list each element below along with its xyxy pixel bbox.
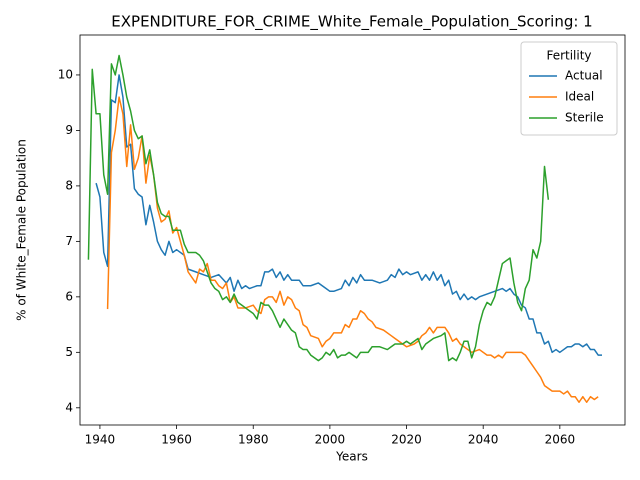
- data-line: [95, 74, 602, 356]
- chart-title: EXPENDITURE_FOR_CRIME_White_Female_Popul…: [111, 13, 592, 32]
- x-tick-label: 2060: [545, 433, 576, 447]
- y-tick-label: 6: [65, 289, 73, 303]
- y-tick-label: 4: [65, 400, 73, 414]
- legend-label: Actual: [565, 69, 603, 83]
- x-tick-label: 2040: [468, 433, 499, 447]
- legend-box: [520, 41, 618, 136]
- x-tick-label: 1940: [85, 433, 116, 447]
- legend-label: Sterile: [565, 111, 604, 125]
- legend-label: Ideal: [565, 90, 594, 104]
- y-tick-label: 7: [65, 234, 73, 248]
- data-line: [106, 96, 599, 403]
- x-tick-label: 1960: [161, 433, 192, 447]
- legend-title: Fertility: [546, 49, 591, 63]
- y-tick-label: 10: [58, 67, 73, 81]
- legend: Fertility Actual Ideal Sterile: [520, 41, 618, 136]
- y-axis-label: % of White_Female Population: [15, 139, 29, 321]
- x-tick-label: 2000: [315, 433, 346, 447]
- y-tick-label: 8: [65, 178, 73, 192]
- axes-frame: [79, 34, 626, 426]
- plot-area: [87, 54, 602, 403]
- x-axis-label: Years: [335, 450, 368, 464]
- y-tick-label: 5: [65, 345, 73, 359]
- data-line: [87, 54, 550, 362]
- y-tick-label: 9: [65, 123, 73, 137]
- x-tick-label: 2020: [391, 433, 422, 447]
- x-tick-label: 1980: [238, 433, 269, 447]
